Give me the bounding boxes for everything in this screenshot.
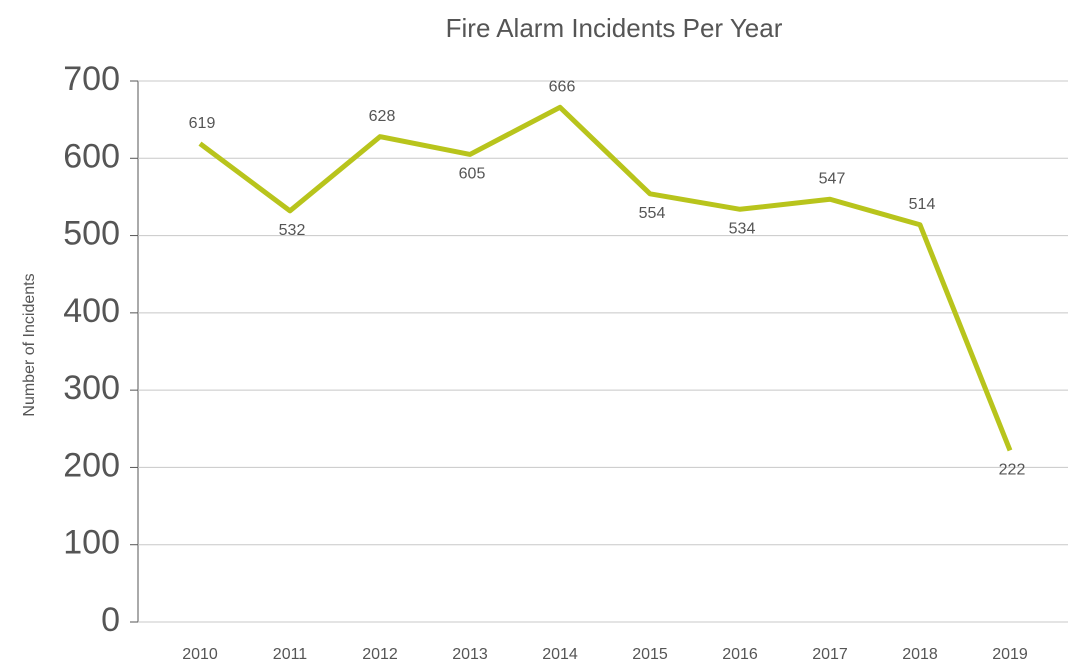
x-tick-label: 2019: [992, 646, 1028, 663]
data-line: [198, 104, 1013, 452]
y-axis-label: Number of Incidents: [21, 273, 38, 416]
data-label: 554: [639, 205, 666, 222]
y-tick-label: 400: [63, 292, 120, 330]
y-tick-label: 500: [63, 215, 120, 253]
data-label: 222: [999, 462, 1026, 479]
y-tick-label: 200: [63, 446, 120, 484]
data-label: 534: [729, 221, 756, 238]
data-label: 605: [459, 166, 486, 183]
y-tick-label: 0: [101, 601, 120, 639]
y-tick-label: 700: [63, 60, 120, 98]
x-tick-label: 2010: [182, 646, 218, 663]
y-tick-label: 600: [63, 137, 120, 175]
x-tick-label: 2018: [902, 646, 938, 663]
x-tick-label: 2017: [812, 646, 848, 663]
data-label: 547: [819, 170, 846, 187]
x-tick-label: 2011: [273, 646, 308, 663]
chart-title: Fire Alarm Incidents Per Year: [446, 13, 783, 43]
x-tick-label: 2012: [362, 646, 398, 663]
x-tick-label: 2015: [632, 646, 668, 663]
x-tick-label: 2013: [452, 646, 488, 663]
data-label: 619: [189, 115, 216, 132]
data-label: 666: [549, 78, 576, 95]
data-label: 532: [279, 222, 306, 239]
data-label: 628: [369, 108, 396, 125]
y-tick-label: 300: [63, 369, 120, 407]
data-label: 514: [909, 196, 936, 213]
y-tick-label: 100: [63, 524, 120, 562]
x-tick-label: 2016: [722, 646, 758, 663]
x-tick-label: 2014: [542, 646, 578, 663]
